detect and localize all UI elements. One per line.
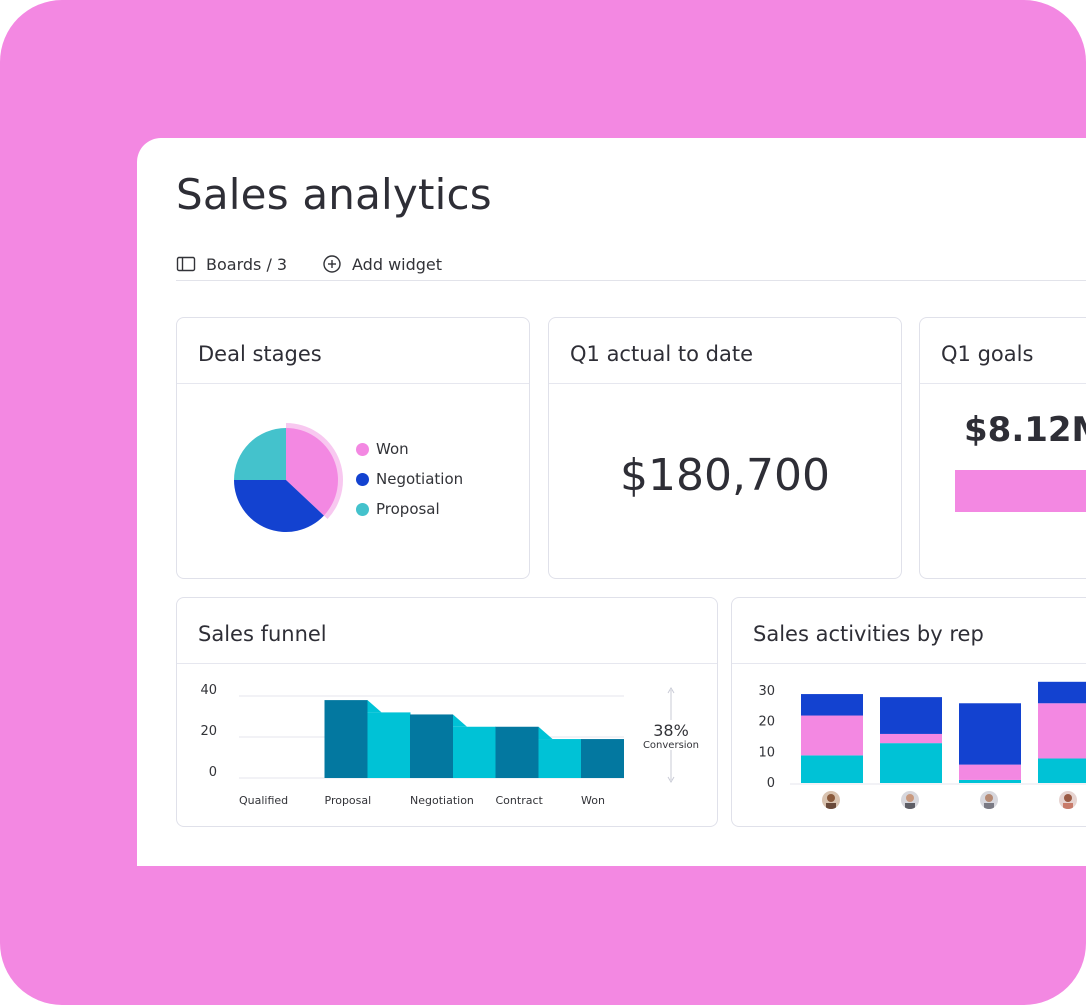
y-tick-label: 10 [758,745,775,760]
toolbar-divider [176,280,1086,281]
activity-bar-segment[interactable] [801,755,863,783]
conversion-value: 38% [653,721,689,740]
rep-avatar[interactable] [980,791,998,809]
avatar-icon [984,794,994,809]
board-icon [176,256,196,272]
pie-slice-negotiation[interactable] [234,480,324,532]
funnel-conversion-bar[interactable] [453,726,496,778]
deal-stages-card[interactable]: Deal stages Won Negotiation Proposal [176,317,530,579]
funnel-connector [367,700,382,713]
rep-avatar[interactable] [822,791,840,809]
q1-goals-title: Q1 goals [941,342,1034,366]
rep-avatar[interactable] [1059,791,1077,809]
sales-activities-chart: 30 20 10 0 [758,681,1086,791]
legend-dot [356,502,369,516]
q1-actual-value: $180,700 [620,450,830,501]
y-tick-label: 20 [758,715,775,730]
arrow-down-icon [667,776,675,783]
activity-bar-segment[interactable] [801,715,863,756]
legend-label: Proposal [376,500,440,518]
x-tick-label: Proposal [325,794,372,807]
funnel-bar-negotiation[interactable] [410,714,453,778]
deal-stages-title: Deal stages [198,342,322,366]
q1-goals-value: $8.12M [964,410,1086,450]
activity-bar-segment[interactable] [1038,758,1086,783]
avatar-icon [1063,794,1073,809]
add-widget-label: Add widget [352,254,443,274]
legend-item-proposal: Proposal [356,500,440,518]
q1-goals-card[interactable]: Q1 goals $8.12M [919,317,1086,579]
funnel-connector [538,726,553,740]
card-divider [920,383,1086,384]
sales-activities-card[interactable]: Sales activities by rep 30 20 10 0 [731,597,1086,827]
activity-bar-segment[interactable] [880,743,942,783]
activity-bar-segment[interactable] [1038,703,1086,759]
sales-funnel-chart: 40 20 0 Qualified Proposal Negotiation Contrac… [200,683,699,807]
pie-slice-proposal[interactable] [234,428,286,480]
x-tick-label: Qualified [239,794,288,807]
pie-slice-won[interactable] [286,428,339,516]
boards-button[interactable]: Boards / 3 [176,250,287,278]
card-divider [177,383,529,384]
q1-actual-card[interactable]: Q1 actual to date $180,700 [548,317,902,579]
goal-progress-bar [955,470,1086,512]
legend-item-negotiation: Negotiation [356,470,463,488]
sales-activities-title: Sales activities by rep [753,622,984,646]
boards-label: Boards / 3 [206,254,288,274]
y-tick-label: 30 [758,684,775,699]
activity-bar-segment[interactable] [1038,681,1086,704]
add-circle-icon [323,255,341,273]
activity-bar-segment[interactable] [959,779,1021,783]
avatar-icon [826,794,836,809]
sales-funnel-title: Sales funnel [198,622,327,646]
legend-item-won: Won [356,440,409,458]
deal-stages-pie-chart [234,423,343,532]
page-title: Sales analytics [176,170,492,219]
funnel-conversion-bar[interactable] [538,739,582,778]
activity-bar-segment[interactable] [959,764,1021,780]
x-tick-label: Contract [496,794,544,807]
y-tick-label: 40 [200,683,217,698]
activity-bar-segment[interactable] [880,697,942,734]
funnel-bar-contract[interactable] [495,726,539,778]
avatar-icon [905,794,915,809]
x-tick-label: Negotiation [410,794,474,807]
funnel-bar-proposal[interactable] [324,700,368,778]
conversion-label: Conversion [643,740,699,751]
y-tick-label: 20 [200,724,217,739]
activity-bar-segment[interactable] [880,733,942,744]
activity-bar-segment[interactable] [959,703,1021,765]
funnel-bar-won[interactable] [581,739,624,778]
legend-label: Won [376,440,409,458]
card-divider [732,663,1086,664]
y-tick-label: 0 [209,765,217,780]
rep-avatar[interactable] [901,791,919,809]
legend-label: Negotiation [376,470,464,488]
legend-dot [356,472,369,486]
card-divider [177,663,717,664]
arrow-up-icon [667,687,675,694]
q1-actual-title: Q1 actual to date [570,342,754,366]
legend-dot [356,442,369,456]
card-divider [549,383,901,384]
sales-funnel-card[interactable]: Sales funnel 40 20 0 Qualified Proposal Negot… [176,597,718,827]
add-widget-button[interactable]: Add widget [322,250,442,278]
funnel-connector [453,714,467,727]
activity-bar-segment[interactable] [801,694,863,716]
funnel-conversion-bar[interactable] [367,712,411,778]
y-tick-label: 0 [767,776,775,791]
x-tick-label: Won [581,794,605,807]
